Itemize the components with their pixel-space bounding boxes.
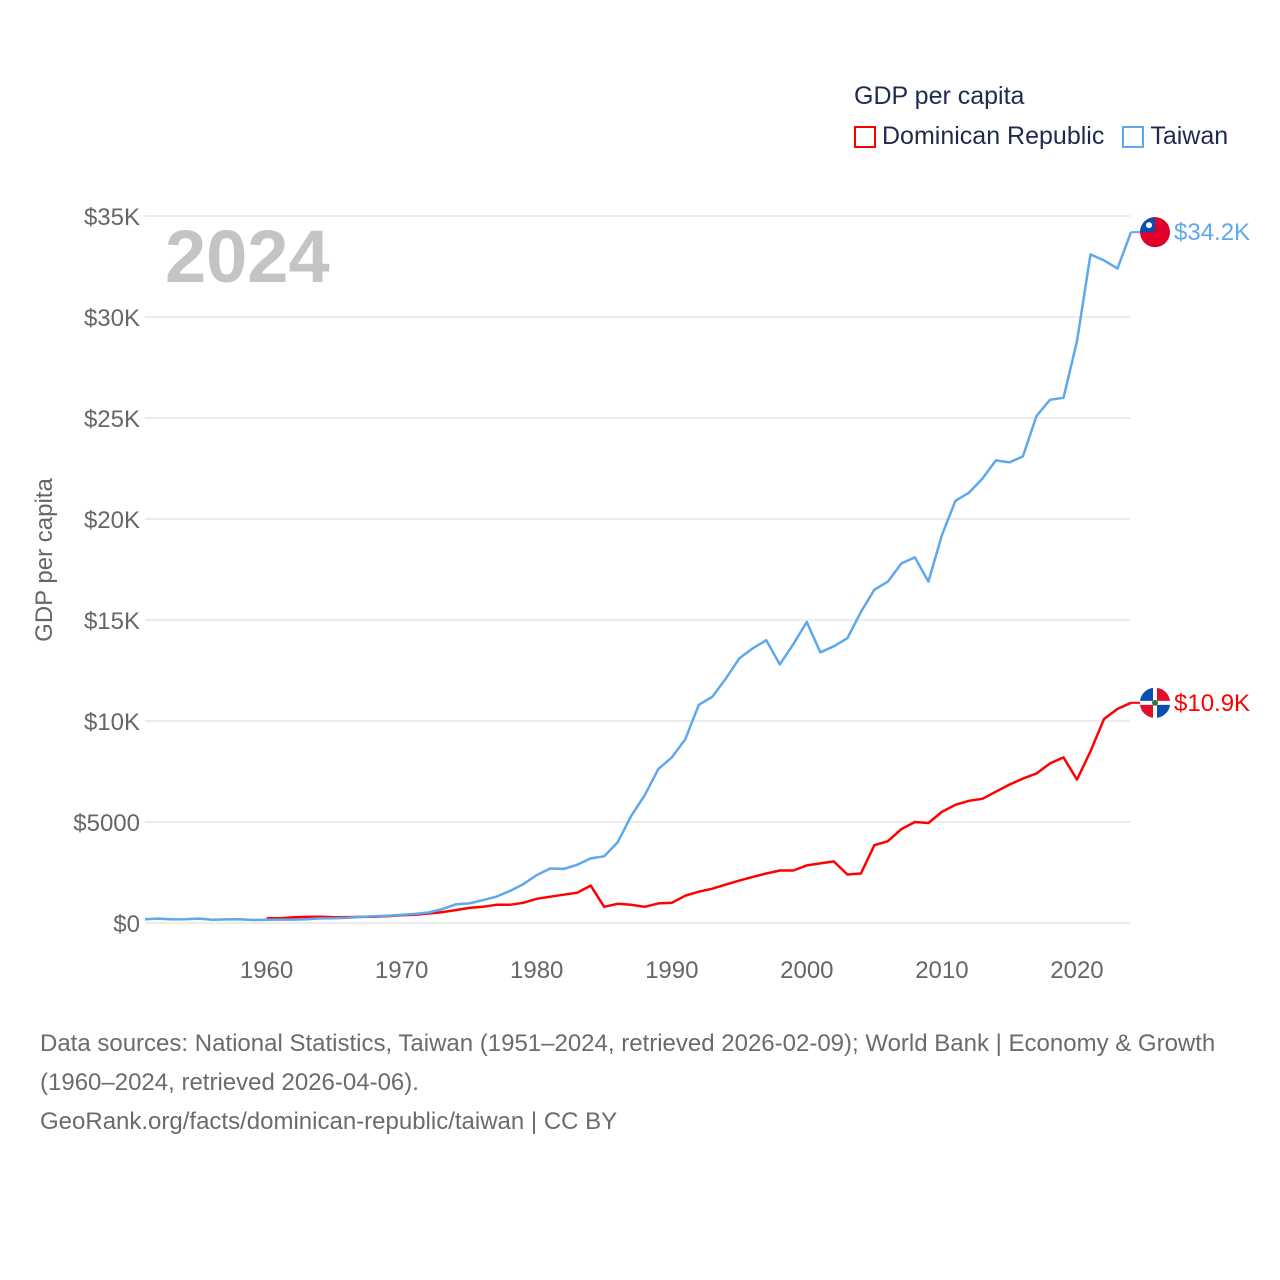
x-tick-label: 1980: [510, 957, 563, 984]
x-tick-label: 2000: [780, 957, 833, 984]
legend: Dominican Republic Taiwan: [854, 122, 1228, 151]
flag-quarter: [1140, 687, 1153, 701]
x-tick-label: 1960: [240, 957, 293, 984]
y-tick-label: $5000: [73, 810, 140, 837]
y-tick-label: $0: [113, 911, 140, 938]
y-axis-label: GDP per capita: [31, 478, 58, 642]
y-tick-label: $10K: [84, 709, 140, 736]
series-line-dominican-republic: [266, 701, 1132, 920]
taiwan-flag-sun: [1146, 222, 1152, 229]
y-tick-label: $25K: [84, 406, 140, 433]
source-link[interactable]: GeoRank.org/facts/dominican-republic/tai…: [40, 1108, 618, 1135]
data-sources: Data sources: National Statistics, Taiwa…: [40, 1030, 1216, 1096]
flag-quarter: [1157, 704, 1170, 718]
end-value-label: $34.2K: [1174, 219, 1250, 246]
y-tick-label: $15K: [84, 608, 140, 635]
y-tick-label: $20K: [84, 507, 140, 534]
year-watermark: 2024: [165, 215, 330, 298]
end-value-label: $10.9K: [1174, 690, 1250, 717]
legend-item-dominican-republic[interactable]: Dominican Republic: [854, 122, 1104, 151]
y-tick-label: $30K: [84, 305, 140, 332]
series-line-taiwan: [144, 231, 1133, 922]
x-tick-label: 2020: [1050, 957, 1103, 984]
x-tick-label: 1990: [645, 957, 698, 984]
footer: Data sources: National Statistics, Taiwa…: [40, 1024, 1240, 1141]
legend-label: Taiwan: [1150, 122, 1229, 150]
x-tick-label: 1970: [375, 957, 428, 984]
legend-label: Dominican Republic: [882, 122, 1105, 150]
flag-quarter: [1140, 704, 1153, 718]
flag-quarter: [1157, 687, 1170, 701]
x-tick-label: 2010: [915, 957, 968, 984]
legend-swatch: [1122, 125, 1145, 148]
y-tick-label: $35K: [84, 204, 140, 231]
legend-swatch: [854, 125, 876, 148]
flag-emblem: [1152, 699, 1158, 706]
legend-title: GDP per capita: [854, 82, 1025, 110]
legend-item-taiwan[interactable]: Taiwan: [1122, 122, 1228, 151]
